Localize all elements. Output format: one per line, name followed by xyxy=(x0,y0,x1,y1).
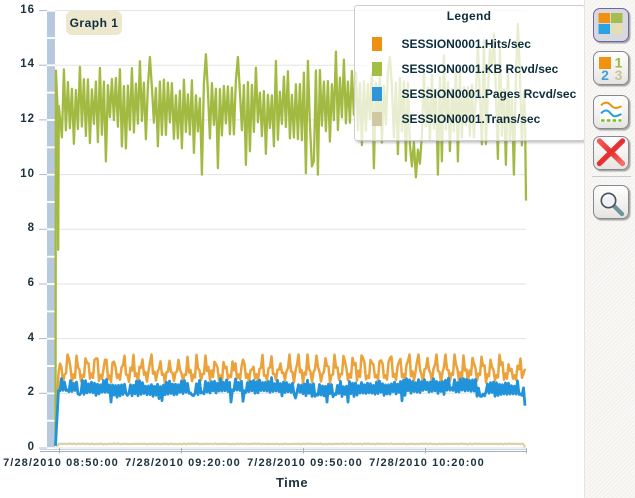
svg-text:2: 2 xyxy=(601,67,609,83)
svg-text:1: 1 xyxy=(615,55,623,71)
svg-text:3: 3 xyxy=(615,67,623,83)
